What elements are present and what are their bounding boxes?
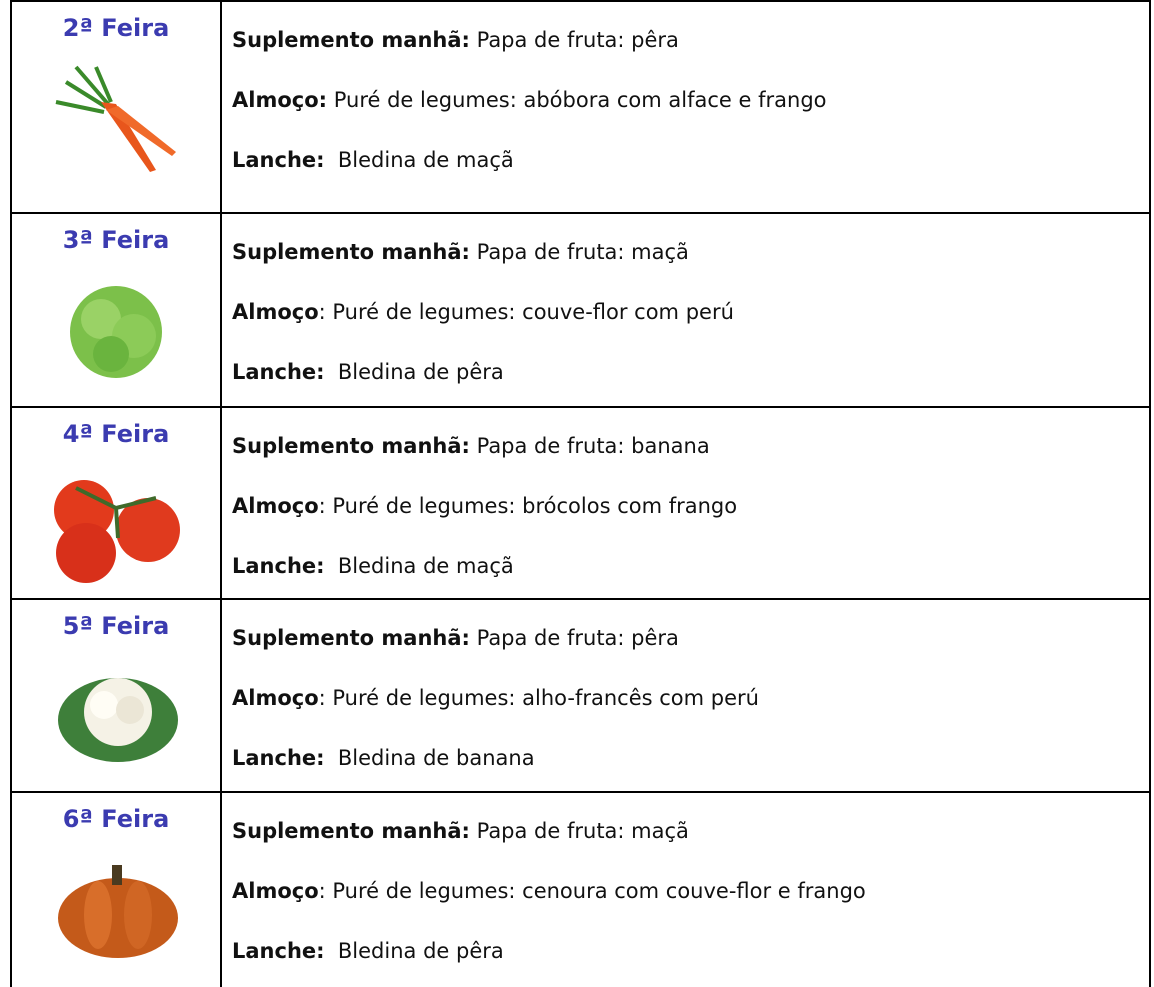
meal-label: Almoço: [232, 494, 319, 518]
vegetable-image: [46, 660, 186, 774]
vegetable-image: [46, 853, 186, 967]
day-cell: 4ª Feira: [12, 408, 222, 598]
meal-text: : Puré de legumes: cenoura com couve-flo…: [318, 879, 866, 903]
meal-text: : Puré de legumes: alho-francês com perú: [318, 686, 759, 710]
table-row: 6ª Feira Suplemento manhã: Papa de fruta:…: [10, 791, 1151, 987]
meal-label: Lanche:: [232, 939, 325, 963]
vegetable-image: [46, 62, 186, 176]
meal-line: Lanche: Bledina de maçã: [232, 554, 514, 578]
table-row: 3ª Feira Suplemento manhã: Papa de fruta:…: [10, 212, 1151, 406]
meal-label: Almoço:: [232, 88, 328, 112]
meal-label: Almoço: [232, 879, 319, 903]
day-cell: 3ª Feira: [12, 214, 222, 406]
table-row: 4ª Feira Suplemento manhã: Papa de fruta:…: [10, 406, 1151, 598]
meal-label: Lanche:: [232, 746, 325, 770]
meal-text: Bledina de pêra: [324, 939, 504, 963]
meal-line: Almoço: Puré de legumes: brócolos com fr…: [232, 494, 737, 518]
meal-text: Puré de legumes: abóbora com alface e fr…: [327, 88, 827, 112]
meal-line: Almoço: Puré de legumes: alho-francês co…: [232, 686, 759, 710]
meal-label: Almoço: [232, 300, 319, 324]
meal-label: Lanche:: [232, 148, 325, 172]
vegetable-image: [46, 274, 186, 388]
meal-label: Suplemento manhã:: [232, 434, 470, 458]
meal-text: : Puré de legumes: couve-flor com perú: [318, 300, 734, 324]
day-label: 3ª Feira: [62, 226, 170, 254]
meal-line: Lanche: Bledina de maçã: [232, 148, 514, 172]
vegetable-image: [46, 468, 186, 592]
meal-line: Lanche: Bledina de pêra: [232, 360, 504, 384]
meal-label: Lanche:: [232, 554, 325, 578]
meal-line: Almoço: Puré de legumes: cenoura com cou…: [232, 879, 866, 903]
meal-text: Papa de fruta: pêra: [469, 28, 679, 52]
meal-text: Bledina de pêra: [324, 360, 504, 384]
meal-line: Suplemento manhã: Papa de fruta: maçã: [232, 240, 689, 264]
day-label: 5ª Feira: [62, 612, 170, 640]
meal-line: Suplemento manhã: Papa de fruta: maçã: [232, 819, 689, 843]
day-cell: 6ª Feira: [12, 793, 222, 987]
meal-line: Almoço: Puré de legumes: abóbora com alf…: [232, 88, 827, 112]
day-label: 2ª Feira: [62, 14, 170, 42]
meal-label: Suplemento manhã:: [232, 626, 470, 650]
table-row: 2ª Feira Suplemento manhã: Papa de fruta:…: [10, 0, 1151, 212]
meal-label: Suplemento manhã:: [232, 819, 470, 843]
meal-line: Suplemento manhã: Papa de fruta: pêra: [232, 28, 679, 52]
table-row: 5ª Feira Suplemento manhã: Papa de fruta:…: [10, 598, 1151, 791]
meal-line: Almoço: Puré de legumes: couve-flor com …: [232, 300, 734, 324]
meal-text: Bledina de maçã: [324, 148, 514, 172]
meal-text: Papa de fruta: maçã: [469, 819, 689, 843]
meal-line: Suplemento manhã: Papa de fruta: pêra: [232, 626, 679, 650]
meal-label: Suplemento manhã:: [232, 240, 470, 264]
day-label: 4ª Feira: [62, 420, 170, 448]
meal-text: Bledina de maçã: [324, 554, 514, 578]
meal-text: Papa de fruta: banana: [469, 434, 710, 458]
day-label: 6ª Feira: [62, 805, 170, 833]
meal-line: Lanche: Bledina de banana: [232, 746, 535, 770]
meal-text: : Puré de legumes: brócolos com frango: [318, 494, 738, 518]
meal-text: Papa de fruta: pêra: [469, 626, 679, 650]
day-cell: 5ª Feira: [12, 600, 222, 791]
meal-text: Papa de fruta: maçã: [469, 240, 689, 264]
meal-label: Lanche:: [232, 360, 325, 384]
day-cell: 2ª Feira: [12, 2, 222, 212]
meal-label: Almoço: [232, 686, 319, 710]
meal-line: Suplemento manhã: Papa de fruta: banana: [232, 434, 710, 458]
meal-text: Bledina de banana: [324, 746, 535, 770]
meal-label: Suplemento manhã:: [232, 28, 470, 52]
meal-line: Lanche: Bledina de pêra: [232, 939, 504, 963]
